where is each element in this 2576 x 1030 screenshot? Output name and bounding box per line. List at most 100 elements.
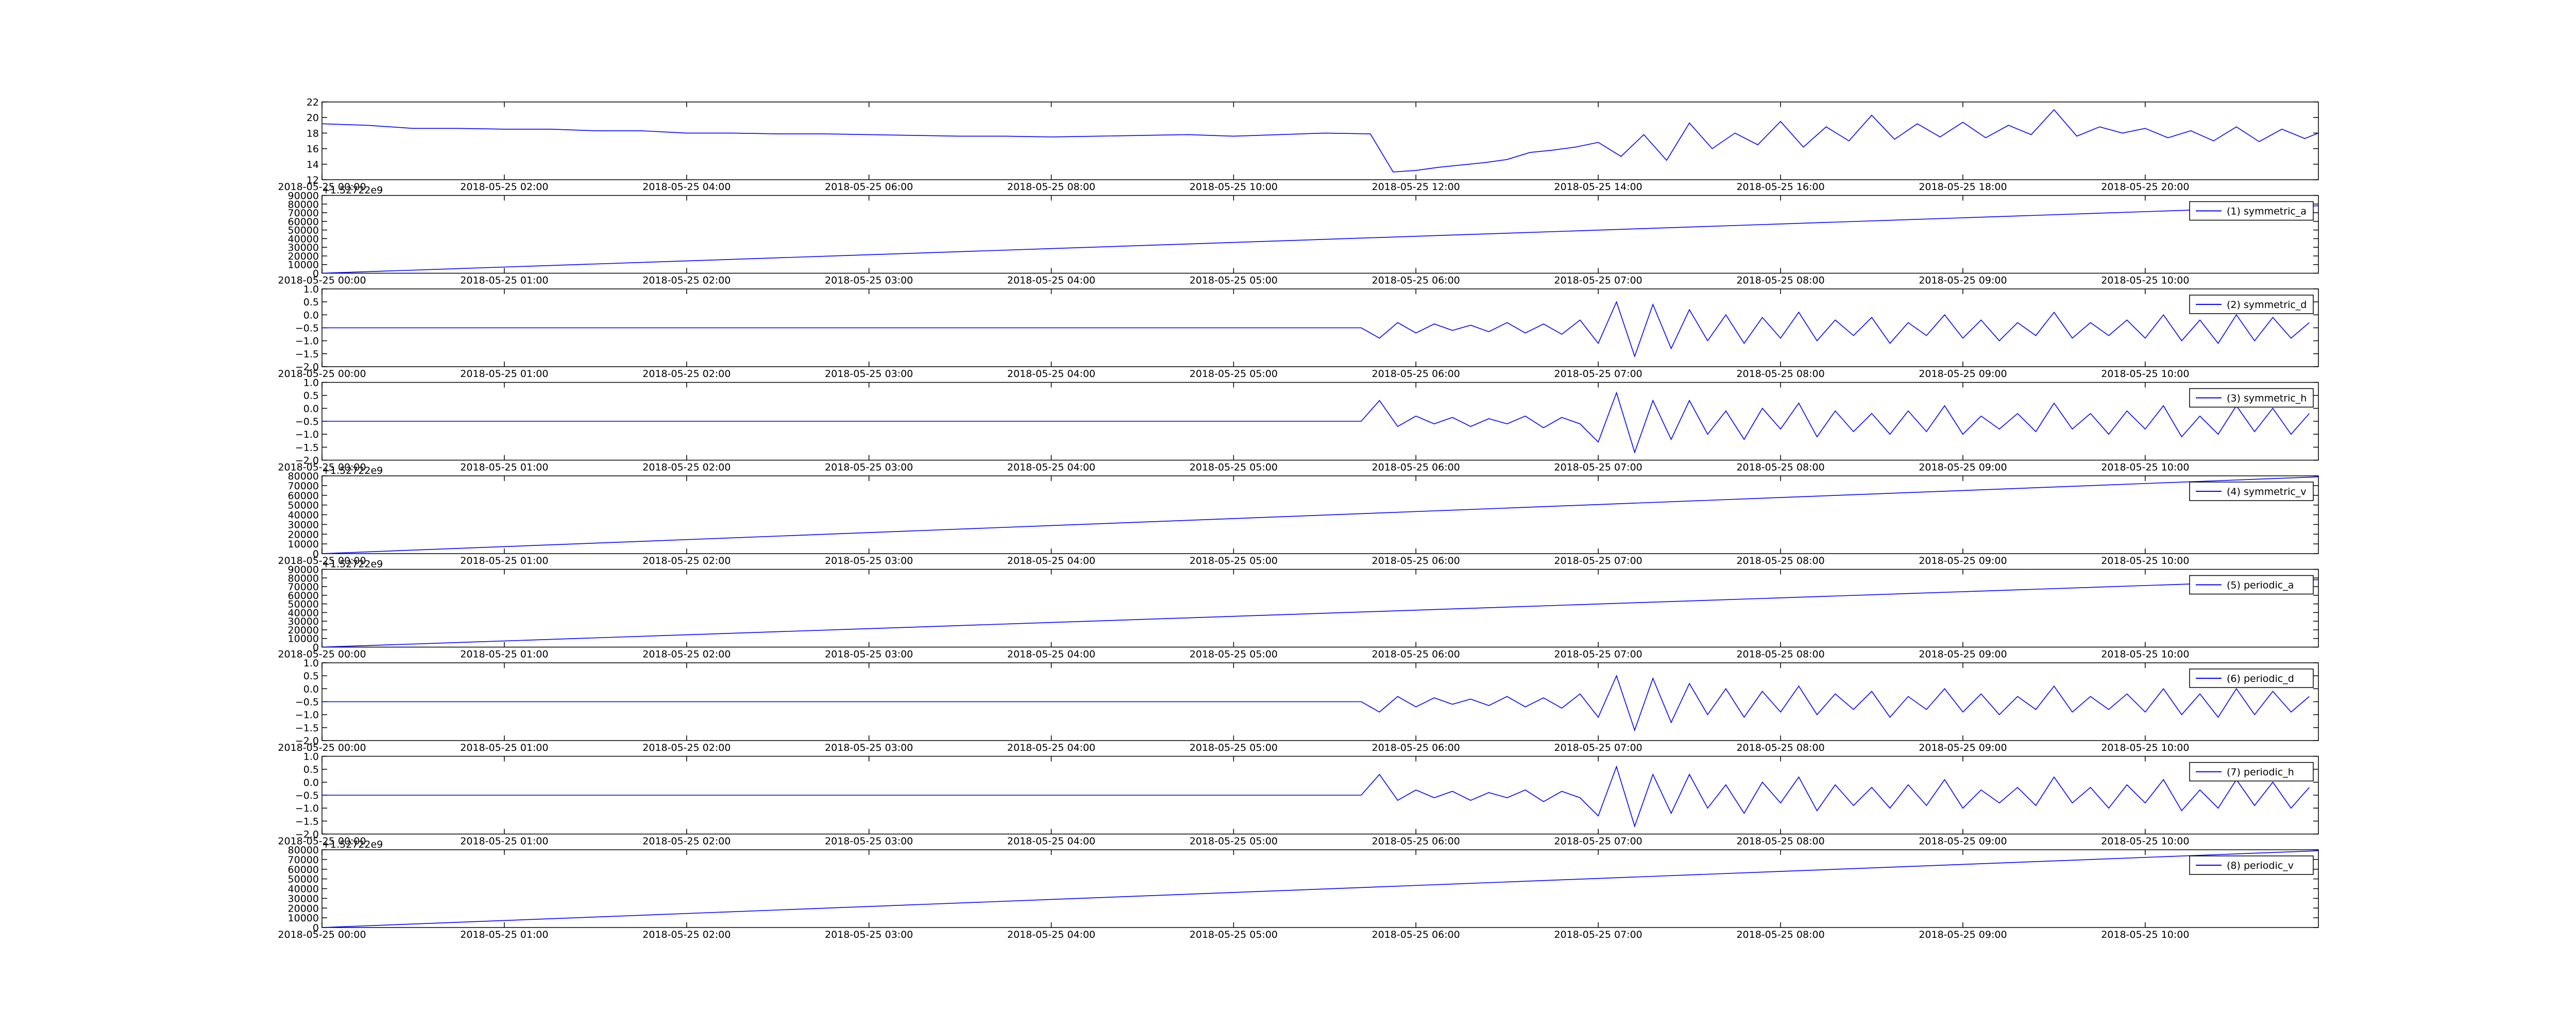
y-tick-label: 30000 <box>288 242 319 253</box>
y-tick-label: 0.0 <box>303 777 319 788</box>
offset-text: +1.52722e9 <box>322 839 383 850</box>
x-tick-label: 2018-05-25 08:00 <box>1736 929 1824 940</box>
x-tick-label: 2018-05-25 01:00 <box>460 929 548 940</box>
x-tick-label: 2018-05-25 09:00 <box>1919 742 2007 753</box>
x-tick-label: 2018-05-25 05:00 <box>1190 368 1278 380</box>
x-tick-label: 2018-05-25 09:00 <box>1919 836 2007 847</box>
x-tick-label: 2018-05-25 05:00 <box>1190 836 1278 847</box>
x-tick-label: 2018-05-25 06:00 <box>1372 836 1460 847</box>
y-tick-label: 10000 <box>288 539 319 550</box>
y-tick-label: 0.5 <box>303 764 319 776</box>
y-tick-label: −1.0 <box>295 429 319 440</box>
y-tick-label: −1.5 <box>295 723 319 734</box>
y-tick-label: 1.0 <box>303 377 319 389</box>
offset-text: +1.52722e9 <box>322 559 383 570</box>
x-tick-label: 2018-05-25 04:00 <box>1007 555 1095 566</box>
x-tick-label: 2018-05-25 04:00 <box>1007 742 1095 753</box>
x-tick-label: 2018-05-25 09:00 <box>1919 929 2007 940</box>
data-line <box>322 391 2310 454</box>
legend-label: (3) symmetric_h <box>2227 393 2307 404</box>
x-tick-label: 2018-05-25 03:00 <box>825 462 913 473</box>
x-tick-label: 2018-05-25 04:00 <box>1007 929 1095 940</box>
x-tick-label: 2018-05-25 09:00 <box>1919 368 2007 380</box>
y-tick-label: 50000 <box>288 500 319 511</box>
x-tick-label: 2018-05-25 10:00 <box>2101 462 2189 473</box>
legend-label: (6) periodic_d <box>2227 673 2294 684</box>
data-line <box>321 579 2319 648</box>
y-tick-label: −0.5 <box>295 790 319 801</box>
x-tick-label: 2018-05-25 02:00 <box>642 555 731 566</box>
offset-text: +1.52722e9 <box>322 465 383 476</box>
x-tick-label: 2018-05-25 03:00 <box>825 368 913 380</box>
y-tick-label: 60000 <box>288 490 319 502</box>
y-tick-label: 70000 <box>288 581 319 593</box>
y-tick-label: 22 <box>307 97 319 108</box>
y-tick-label: 14 <box>307 159 319 170</box>
y-tick-label: 0.0 <box>303 310 319 321</box>
legend-label: (5) periodic_a <box>2227 580 2294 591</box>
x-tick-label: 2018-05-25 03:00 <box>825 555 913 566</box>
x-tick-label: 2018-05-25 08:00 <box>1736 649 1824 660</box>
x-tick-label: 2018-05-25 04:00 <box>1007 649 1095 660</box>
x-tick-label: 2018-05-25 06:00 <box>1372 368 1460 380</box>
y-tick-label: 70000 <box>288 208 319 219</box>
y-tick-label: −1.5 <box>295 349 319 360</box>
x-tick-label: 2018-05-25 07:00 <box>1554 836 1642 847</box>
x-tick-label: 2018-05-25 10:00 <box>1190 181 1278 193</box>
x-tick-label: 2018-05-25 02:00 <box>642 368 731 380</box>
x-tick-label: 2018-05-25 09:00 <box>1919 275 2007 286</box>
x-tick-label: 2018-05-25 08:00 <box>1736 836 1824 847</box>
y-tick-label: 20000 <box>288 625 319 636</box>
y-tick-label: 30000 <box>288 893 319 904</box>
y-tick-label: 16 <box>307 144 319 155</box>
x-tick-label: 2018-05-25 05:00 <box>1190 462 1278 473</box>
x-tick-label: 2018-05-25 08:00 <box>1736 462 1824 473</box>
y-tick-label: 50000 <box>288 225 319 236</box>
x-tick-label: 2018-05-25 03:00 <box>825 742 913 753</box>
y-tick-label: 0.5 <box>303 671 319 682</box>
x-tick-label: 2018-05-25 02:00 <box>642 275 731 286</box>
y-tick-label: 70000 <box>288 480 319 492</box>
y-tick-label: 40000 <box>288 607 319 619</box>
y-tick-label: 30000 <box>288 519 319 530</box>
x-tick-label: 2018-05-25 00:00 <box>278 929 366 940</box>
x-tick-label: 2018-05-25 07:00 <box>1554 649 1642 660</box>
data-line <box>321 205 2319 274</box>
x-tick-label: 2018-05-25 10:00 <box>2101 555 2189 566</box>
x-tick-label: 2018-05-25 10:00 <box>2101 742 2189 753</box>
x-tick-label: 2018-05-25 09:00 <box>1919 649 2007 660</box>
y-tick-label: 1.0 <box>303 658 319 669</box>
x-tick-label: 2018-05-25 03:00 <box>825 275 913 286</box>
x-tick-label: 2018-05-25 02:00 <box>642 649 731 660</box>
y-tick-label: 0.0 <box>303 683 319 695</box>
x-tick-label: 2018-05-25 01:00 <box>460 275 548 286</box>
y-tick-label: 70000 <box>288 854 319 866</box>
x-tick-label: 2018-05-25 14:00 <box>1554 181 1642 193</box>
y-tick-label: 80000 <box>288 573 319 584</box>
x-tick-label: 2018-05-25 07:00 <box>1554 368 1642 380</box>
y-tick-label: 40000 <box>288 510 319 521</box>
y-tick-label: 12 <box>307 175 319 186</box>
x-tick-label: 2018-05-25 06:00 <box>1372 462 1460 473</box>
y-tick-label: 20 <box>307 112 319 124</box>
y-tick-label: 80000 <box>288 471 319 482</box>
y-tick-label: 1.0 <box>303 284 319 295</box>
x-tick-label: 2018-05-25 07:00 <box>1554 555 1642 566</box>
x-tick-label: 2018-05-25 05:00 <box>1190 742 1278 753</box>
legend-label: (1) symmetric_a <box>2227 206 2307 217</box>
x-tick-label: 2018-05-25 02:00 <box>460 181 548 193</box>
x-tick-label: 2018-05-25 10:00 <box>2101 836 2189 847</box>
y-tick-label: −0.5 <box>295 697 319 708</box>
x-tick-label: 2018-05-25 04:00 <box>1007 368 1095 380</box>
x-tick-label: 2018-05-25 02:00 <box>642 742 731 753</box>
x-tick-label: 2018-05-25 00:00 <box>278 275 366 286</box>
y-tick-label: 80000 <box>288 199 319 210</box>
x-tick-label: 2018-05-25 02:00 <box>642 462 731 473</box>
x-tick-label: 2018-05-25 06:00 <box>1372 275 1460 286</box>
y-tick-label: 60000 <box>288 864 319 876</box>
x-tick-label: 2018-05-25 00:00 <box>278 181 366 193</box>
x-tick-label: 2018-05-25 03:00 <box>825 649 913 660</box>
x-tick-label: 2018-05-25 01:00 <box>460 649 548 660</box>
axes-frame <box>321 195 2319 274</box>
y-tick-label: 60000 <box>288 590 319 602</box>
